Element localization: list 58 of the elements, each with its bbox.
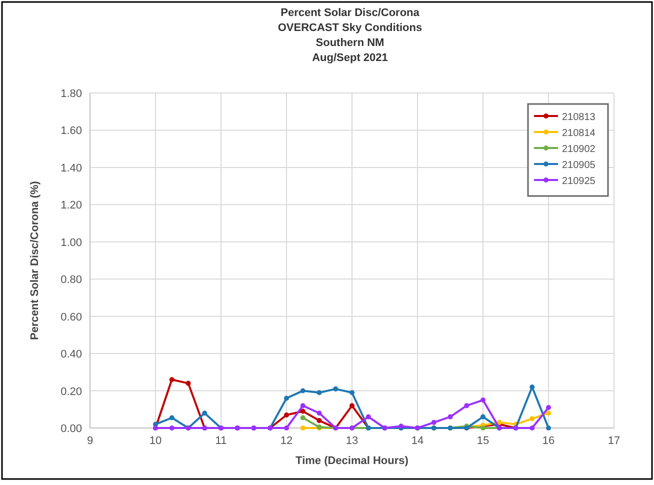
x-tick-label: 15 <box>476 435 490 447</box>
point <box>464 403 470 408</box>
y-tick-label: 1.00 <box>60 236 82 249</box>
point <box>546 425 552 431</box>
x-tick-label: 17 <box>608 435 620 447</box>
point <box>186 380 191 386</box>
point <box>480 414 486 420</box>
y-tick-label: 0.00 <box>60 423 82 435</box>
point <box>316 418 322 424</box>
point <box>300 415 306 420</box>
legend-label: 210902 <box>562 144 596 155</box>
point <box>530 425 535 431</box>
x-tick-label: 13 <box>346 435 358 447</box>
y-tick-label: 1.80 <box>60 88 82 100</box>
x-tick-label: 16 <box>542 435 555 447</box>
point <box>480 398 486 403</box>
point <box>349 390 355 396</box>
point <box>284 396 290 401</box>
x-tick-label: 12 <box>280 435 293 447</box>
y-tick-label: 0.80 <box>60 274 82 286</box>
point <box>546 405 552 410</box>
point <box>546 410 552 416</box>
point <box>300 425 306 431</box>
y-tick-label: 0.40 <box>60 348 82 361</box>
point <box>530 416 535 422</box>
legend-label: 210813 <box>562 112 596 123</box>
y-tick-label: 1.40 <box>60 162 82 174</box>
point <box>349 403 355 408</box>
point <box>169 425 174 431</box>
chart-title: Percent Solar Disc/Corona OVERCAST Sky Conditions Southern NM Aug/Sept 2021 <box>278 7 422 64</box>
legend-label: 210905 <box>562 160 596 171</box>
y-tick-label: 1.20 <box>60 200 82 212</box>
point <box>300 388 306 394</box>
point <box>316 410 322 416</box>
point <box>448 414 453 420</box>
legend-label: 210814 <box>562 128 596 139</box>
point <box>366 414 371 420</box>
point <box>300 403 306 408</box>
point <box>169 377 174 382</box>
point <box>530 384 535 390</box>
point <box>284 425 290 431</box>
point <box>169 415 174 420</box>
point <box>202 410 208 416</box>
point <box>316 390 322 396</box>
point <box>300 408 306 414</box>
x-tick-label: 14 <box>411 435 424 447</box>
x-tick-label: 9 <box>86 435 94 447</box>
point <box>284 412 290 418</box>
x-axis-title: Time (Decimal Hours) <box>296 455 409 467</box>
point <box>333 386 338 392</box>
y-tick-label: 1.60 <box>60 125 82 138</box>
x-tick-label: 10 <box>149 435 162 447</box>
point <box>431 420 436 425</box>
x-tick-label: 11 <box>215 435 227 447</box>
y-tick-label: 0.60 <box>60 311 82 324</box>
y-tick-label: 0.20 <box>60 386 82 398</box>
y-axis-title: Percent Solar Disc/Corona (%) <box>29 180 41 340</box>
legend-label: 210925 <box>562 176 596 187</box>
